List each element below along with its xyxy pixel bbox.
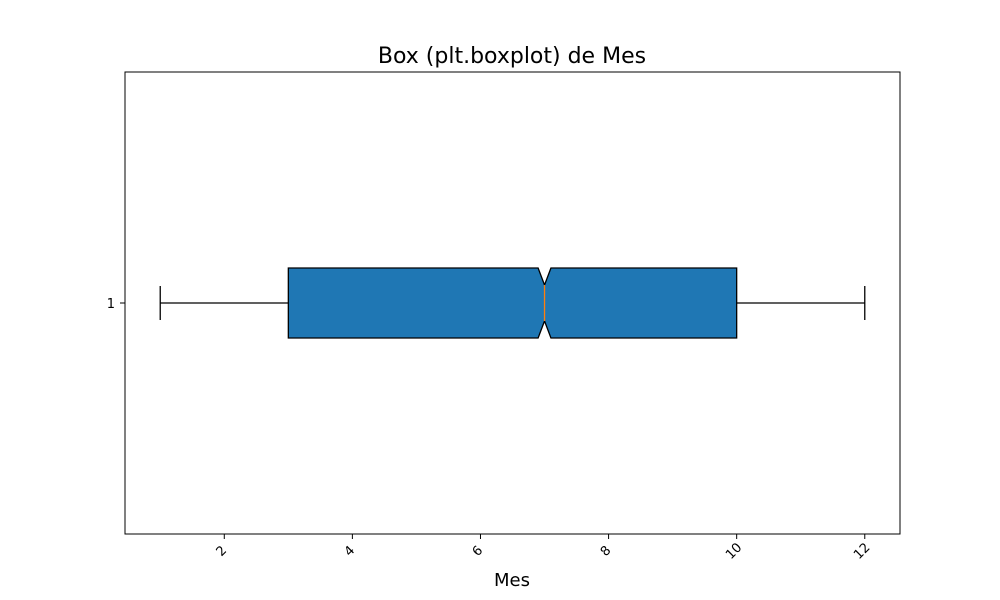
x-tick-label: 10 (723, 540, 745, 562)
x-axis-label: Mes (494, 570, 530, 591)
x-tick-label: 2 (214, 543, 230, 559)
x-tick-label: 8 (598, 543, 614, 559)
x-tick-label: 6 (470, 543, 486, 559)
x-tick-label: 12 (851, 540, 873, 562)
y-tick-label: 1 (107, 297, 115, 312)
x-tick-label: 4 (342, 543, 358, 559)
box-body (287, 267, 738, 339)
chart-title: Box (plt.boxplot) de Mes (378, 44, 646, 69)
